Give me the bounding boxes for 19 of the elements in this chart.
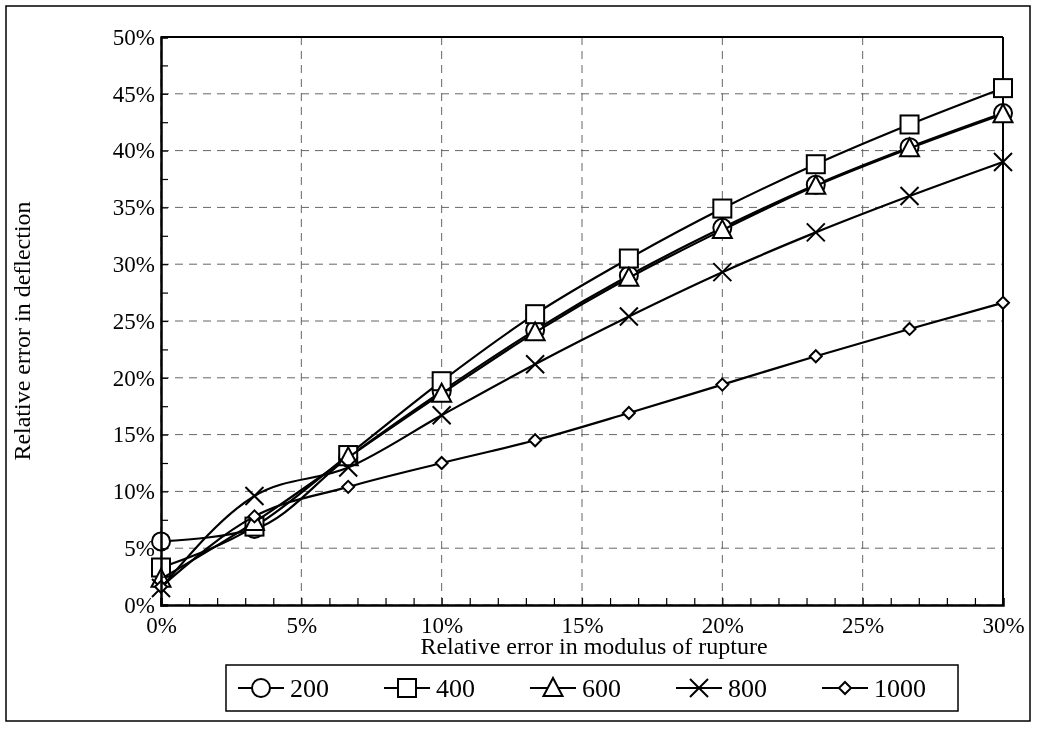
legend-label: 800 [728,674,767,703]
y-tick-label: 15% [112,422,155,448]
y-tick-label: 35% [112,195,155,221]
y-tick-label: 50% [112,24,155,50]
legend-label: 400 [436,674,475,703]
legend-label: 200 [290,674,329,703]
y-tick-label: 45% [112,81,155,107]
y-tick-label: 30% [112,252,155,278]
y-tick-label: 10% [112,479,155,505]
legend-label: 1000 [874,674,926,703]
y-tick-label: 5% [124,536,155,562]
y-tick-label: 40% [112,138,155,164]
y-tick-label: 20% [112,365,155,391]
legend-label: 600 [582,674,621,703]
y-axis-title: Relative error in deflection [9,201,35,461]
x-tick-label: 5% [286,613,318,639]
x-tick-label: 30% [982,613,1025,639]
x-tick-label: 25% [842,613,885,639]
y-tick-label: 25% [112,308,155,334]
